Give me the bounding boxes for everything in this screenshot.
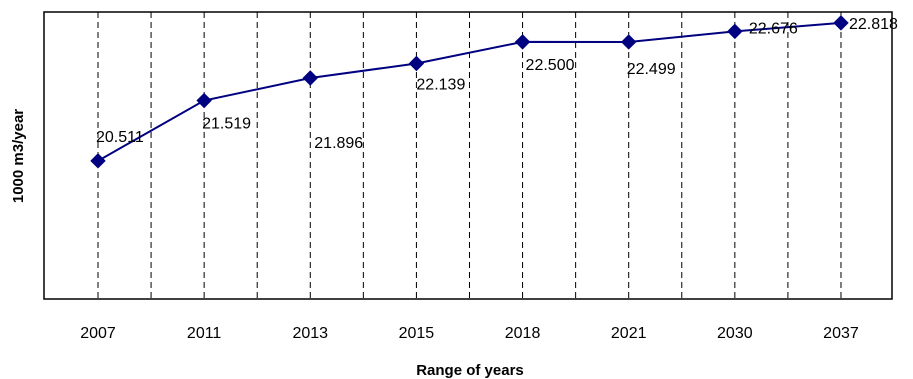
data-label: 20.511 (96, 129, 144, 146)
x-tick-label: 2030 (717, 325, 753, 342)
y-axis-title: 1000 m3/year (10, 109, 27, 203)
data-point-marker (514, 34, 531, 50)
plot-frame (43, 11, 893, 300)
data-point-marker (727, 23, 743, 40)
x-tick-label: 2037 (823, 325, 859, 342)
data-point-marker (302, 70, 318, 86)
x-tick-label: 2018 (505, 325, 541, 342)
x-tick-label: 2021 (611, 325, 647, 342)
data-label: 22.139 (416, 76, 465, 93)
data-label: 21.896 (314, 135, 363, 152)
data-point-marker (408, 55, 425, 72)
x-axis-title: Range of years (416, 362, 524, 379)
x-tick-label: 2013 (292, 325, 328, 342)
series-line (97, 21, 842, 162)
data-point-marker (90, 153, 106, 169)
x-tick-label: 2015 (399, 325, 435, 342)
x-tick-label: 2011 (187, 325, 222, 342)
x-tick-label: 2007 (80, 325, 116, 342)
data-label: 22.500 (526, 57, 575, 74)
data-point-marker (833, 15, 849, 31)
series-layer: 20.511 21.519 21.896 22.139 22.500 22.499 22.6… (90, 15, 898, 169)
data-label: 22.818 (849, 16, 898, 33)
data-label: 22.676 (749, 20, 798, 37)
grid-lines (97, 12, 842, 299)
data-point-marker (620, 34, 637, 50)
data-label: 22.499 (627, 61, 676, 78)
data-label: 21.519 (202, 116, 251, 133)
data-point-marker (196, 92, 212, 109)
x-tick-labels: 2007 2011 2013 2015 2018 2021 2030 2037 (80, 325, 859, 342)
